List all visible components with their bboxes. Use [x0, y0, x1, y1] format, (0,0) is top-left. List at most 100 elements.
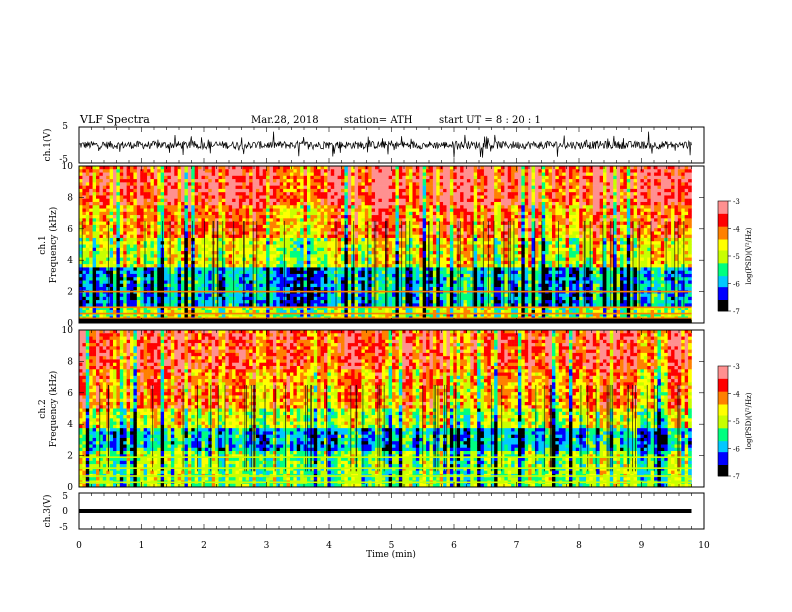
spectrogram-cell — [205, 287, 209, 291]
spectrogram-cell — [130, 218, 134, 222]
spectrogram-cell — [344, 212, 348, 216]
spectrogram-cell — [280, 277, 284, 281]
spectrogram-cell — [327, 222, 331, 226]
spectrogram-cell — [89, 261, 93, 265]
spectrogram-cell — [188, 225, 192, 229]
spectrogram-cell — [351, 284, 355, 288]
spectrogram-cell — [116, 245, 120, 249]
spectrogram-cell — [406, 173, 410, 177]
date-label: Mar.28, 2018 — [251, 115, 319, 126]
spectrogram-cell — [208, 254, 212, 258]
spectrogram-cell — [164, 258, 168, 262]
spectrogram-cell — [82, 241, 86, 245]
spectrogram-cell — [178, 284, 182, 288]
spectrogram-cell — [399, 192, 403, 196]
spectrogram-cell — [167, 297, 171, 301]
spectrogram-cell — [276, 186, 280, 190]
spectrogram-cell — [140, 212, 144, 216]
spectrogram-cell — [86, 212, 90, 216]
spectrogram-cell — [225, 297, 229, 301]
spectrogram-cell — [419, 173, 423, 177]
spectrogram-cell — [283, 235, 287, 239]
spectrogram-cell — [423, 228, 427, 232]
spectrogram-cell — [96, 231, 100, 235]
spectrogram-cell — [361, 241, 365, 245]
spectrogram-cell — [205, 209, 209, 213]
spectrogram-cell — [171, 251, 175, 255]
spectrogram-cell — [321, 202, 325, 206]
spectrogram-cell — [276, 166, 280, 170]
spectrogram-cell — [327, 271, 331, 275]
spectrogram-cell — [140, 176, 144, 180]
spectrogram-cell — [202, 192, 206, 196]
spectrogram-cell — [361, 251, 365, 255]
spectrogram-cell — [79, 189, 83, 193]
spectrogram-cell — [290, 186, 294, 190]
spectrogram-cell — [304, 248, 308, 252]
spectrogram-cell — [324, 277, 328, 281]
spectrogram-cell — [236, 173, 240, 177]
spectrogram-cell — [399, 176, 403, 180]
spectrogram-cell — [355, 300, 359, 304]
spectrogram-cell — [167, 205, 171, 209]
spectrogram-cell — [120, 209, 124, 213]
spectrogram-cell — [358, 166, 362, 170]
spectrogram-cell — [96, 212, 100, 216]
spectrogram-cell — [89, 231, 93, 235]
spectrogram-cell — [348, 303, 352, 307]
spectrogram-cell — [283, 166, 287, 170]
spectrogram-cell — [154, 280, 158, 284]
spectrogram-cell — [297, 294, 301, 298]
spectrogram-cell — [215, 215, 219, 219]
spectrogram-cell — [164, 271, 168, 275]
spectrogram-cell — [395, 267, 399, 271]
spectrogram-cell — [127, 277, 131, 281]
spectrogram-cell — [113, 280, 117, 284]
spectrogram-cell — [232, 173, 236, 177]
spectrogram-cell — [389, 294, 393, 298]
spectrogram-cell — [133, 189, 137, 193]
spectrogram-cell — [171, 267, 175, 271]
spectrogram-cell — [96, 173, 100, 177]
spectrogram-cell — [147, 280, 151, 284]
spectrogram-cell — [307, 192, 311, 196]
spectrogram-cell — [181, 186, 185, 190]
spectrogram-cell — [423, 202, 427, 206]
spectrogram-cell — [256, 179, 260, 183]
spectrogram-cell — [355, 231, 359, 235]
spectrogram-cell — [358, 186, 362, 190]
spectrogram-cell — [270, 182, 274, 186]
spectrogram-cell — [327, 199, 331, 203]
spectrogram-cell — [358, 274, 362, 278]
spectrogram-cell — [409, 212, 413, 216]
station-label: station= ATH — [344, 115, 413, 126]
spectrogram-cell — [280, 235, 284, 239]
spectrogram-cell — [283, 195, 287, 199]
spectrogram-cell — [338, 169, 342, 173]
spectrogram-cell — [103, 173, 107, 177]
spectrogram-cell — [154, 258, 158, 262]
spectrogram-cell — [188, 235, 192, 239]
spectrogram-cell — [310, 176, 314, 180]
spectrogram-cell — [167, 254, 171, 258]
spectrogram-cell — [219, 218, 223, 222]
spectrogram-cell — [276, 199, 280, 203]
spectrogram-cell — [392, 254, 396, 258]
spectrogram-cell — [290, 212, 294, 216]
spectrogram-cell — [174, 179, 178, 183]
spectrogram-cell — [273, 173, 277, 177]
spectrogram-cell — [317, 205, 321, 209]
spectrogram-cell — [378, 248, 382, 252]
spectrogram-cell — [283, 186, 287, 190]
spectrogram-cell — [229, 218, 233, 222]
spectrogram-cell — [348, 241, 352, 245]
spectrogram-cell — [249, 294, 253, 298]
spectrogram-cell — [314, 209, 318, 213]
spectrogram-cell — [99, 225, 103, 229]
spectrogram-cell — [304, 176, 308, 180]
spectrogram-cell — [395, 274, 399, 278]
spectrogram-cell — [293, 261, 297, 265]
spectrogram-cell — [314, 261, 318, 265]
spectrogram-cell — [188, 212, 192, 216]
spectrogram-cell — [171, 254, 175, 258]
